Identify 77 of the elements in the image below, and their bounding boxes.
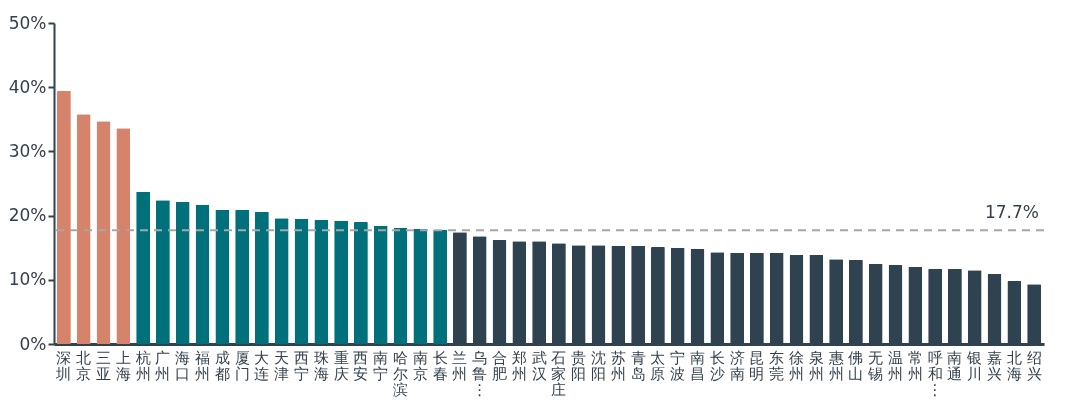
x-tick-label: 南京 (412, 348, 428, 383)
bar (334, 220, 349, 344)
x-tick-label: 常州 (907, 348, 923, 383)
x-tick-label: 宁波 (670, 348, 686, 383)
x-tick-label: 广州 (155, 348, 171, 383)
bar (215, 209, 230, 344)
y-tick-label: 10% (8, 269, 47, 290)
x-tick-label: 惠州 (827, 348, 844, 383)
bar (254, 211, 269, 344)
bar (294, 218, 309, 344)
x-tick-label: 青岛 (630, 348, 646, 383)
bar (175, 202, 190, 344)
y-tick-label: 40% (8, 76, 47, 97)
x-tick-label: 深圳 (55, 348, 72, 383)
bar (195, 204, 210, 344)
x-tick-label: 南通 (947, 348, 963, 383)
x-tick-label: 厦门 (234, 348, 250, 383)
x-tick-label: 嘉兴 (987, 348, 1002, 383)
x-tick-label: 南宁 (373, 348, 389, 383)
x-tick-label: 徐州 (789, 348, 804, 383)
bar (136, 191, 151, 344)
bar (314, 220, 329, 344)
x-tick-label: 哈尔滨 (393, 348, 408, 399)
x-tick-label: 呼和⋮ (927, 348, 943, 399)
x-tick-label: 天津 (274, 348, 290, 383)
x-tick-label: 温州 (888, 348, 903, 383)
bar (353, 222, 368, 344)
bar (373, 225, 388, 344)
bar (96, 121, 111, 344)
x-tick-label: 石家庄 (551, 348, 567, 399)
x-tick-label: 成都 (214, 348, 230, 383)
x-tick-label: 西宁 (294, 348, 309, 383)
x-tick-label: 郑州 (511, 348, 527, 383)
x-tick-label: 三亚 (96, 348, 111, 383)
x-tick-label: 长春 (432, 348, 448, 383)
bar (413, 229, 428, 344)
x-tick-label: 杭州 (134, 348, 151, 383)
bar (274, 218, 289, 344)
y-tick-label: 0% (19, 333, 47, 354)
x-tick-label: 沈阳 (591, 348, 606, 383)
y-tick-label: 20% (8, 205, 47, 226)
x-tick-label: 银川 (966, 348, 983, 383)
bar (393, 227, 408, 344)
x-tick-label: 西安 (353, 348, 369, 383)
x-tick-label: 上海 (115, 348, 131, 383)
x-tick-label: 济南 (729, 348, 745, 383)
x-tick-label: 武汉 (531, 348, 547, 383)
x-tick-label: 长沙 (709, 348, 725, 383)
x-tick-label: 珠海 (313, 348, 329, 383)
y-tick-label: 50% (8, 12, 47, 33)
x-tick-label: 泉州 (808, 348, 824, 383)
x-tick-label: 大连 (254, 348, 270, 383)
x-tick-label: 太原 (650, 348, 666, 383)
x-tick-label: 贵阳 (571, 348, 587, 383)
bar (56, 91, 71, 344)
x-tick-label: 绍兴 (1026, 348, 1042, 383)
x-tick-label: 北海 (1006, 348, 1022, 383)
x-tick-label: 南昌 (690, 348, 705, 383)
x-tick-label: 重庆 (333, 348, 349, 383)
x-tick-label: 佛山 (848, 348, 864, 383)
ref-line-label: 17.7% (984, 202, 1039, 223)
x-tick-label: 海口 (175, 348, 191, 383)
y-tick-label: 30% (8, 140, 47, 161)
x-tick-label: 兰州 (452, 348, 468, 383)
bar (433, 229, 448, 344)
bar (76, 114, 91, 344)
x-tick-label: 合肥 (492, 348, 507, 383)
x-tick-label: 福州 (195, 348, 210, 383)
bar (235, 209, 250, 344)
x-tick-label: 乌鲁⋮ (472, 348, 488, 399)
x-tick-label: 北京 (76, 348, 92, 383)
x-tick-label: 昆明 (749, 348, 765, 383)
x-tick-label: 东莞 (769, 348, 785, 383)
x-tick-label: 苏州 (610, 348, 626, 383)
bar (116, 128, 131, 344)
x-tick-label: 无锡 (867, 348, 884, 383)
bar (155, 200, 170, 344)
